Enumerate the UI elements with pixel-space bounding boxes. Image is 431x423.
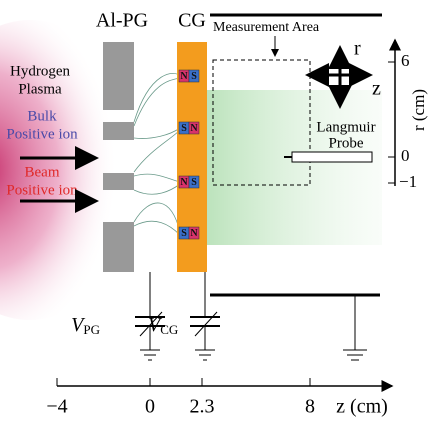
r-axis-label: r (cm) (409, 89, 428, 131)
probe-label: Langmuir (316, 119, 375, 135)
plasma-label: Hydrogen (10, 63, 70, 79)
pg-label: Al-PG (96, 10, 148, 32)
z-label: z (372, 78, 381, 100)
r-tick: −1 (399, 172, 417, 191)
circuit (135, 272, 380, 360)
probe-label: Probe (329, 135, 364, 151)
z-tick: 2.3 (190, 396, 215, 418)
magnet-pole: S (181, 228, 187, 239)
v-subscript: CG (160, 322, 178, 337)
z-tick: −4 (46, 396, 67, 418)
probe (292, 152, 372, 162)
beam-region (207, 90, 382, 245)
magnet-pole: N (180, 177, 188, 188)
magnet-pole: N (190, 228, 198, 239)
magnet-pole: S (181, 123, 187, 134)
magnet-pole: S (191, 71, 197, 82)
z-axis-label: z (cm) (336, 396, 388, 418)
plasma-label: Plasma (18, 81, 62, 97)
bulk-label: Bulk (27, 108, 57, 124)
beam-label: Positive ion (6, 182, 78, 198)
diagram: NSSNNSSN Al-PG CG Measurement Area r z L… (0, 0, 431, 423)
measurement-label: Measurement Area (213, 20, 320, 35)
bulk-label: Positive ion (6, 126, 78, 142)
cg-label: CG (178, 10, 206, 32)
z-tick: 0 (145, 396, 155, 418)
r-tick: 6 (401, 51, 410, 70)
beam-label: Beam (25, 164, 60, 180)
field-lines (134, 73, 180, 235)
magnet-pole: S (191, 177, 197, 188)
magnet-pole: N (180, 71, 188, 82)
r-label: r (354, 38, 361, 60)
v-pg: VPG (71, 314, 100, 337)
r-tick: 0 (401, 146, 410, 165)
z-tick: 8 (305, 396, 315, 418)
z-ticks (57, 378, 310, 386)
v-subscript: PG (83, 322, 100, 337)
magnet-pole: N (190, 123, 198, 134)
